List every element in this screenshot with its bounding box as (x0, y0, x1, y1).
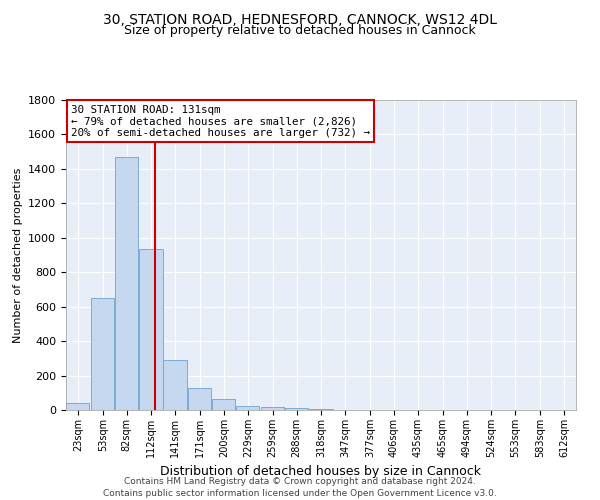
Bar (261, 408, 284, 410)
Bar (212, 399, 235, 410)
Text: Size of property relative to detached houses in Cannock: Size of property relative to detached ho… (124, 24, 476, 37)
Text: 30 STATION ROAD: 131sqm
← 79% of detached houses are smaller (2,826)
20% of semi: 30 STATION ROAD: 131sqm ← 79% of detache… (71, 104, 370, 138)
Text: 30, STATION ROAD, HEDNESFORD, CANNOCK, WS12 4DL: 30, STATION ROAD, HEDNESFORD, CANNOCK, W… (103, 12, 497, 26)
Bar (188, 388, 211, 410)
Bar (310, 409, 332, 410)
Bar (66, 403, 89, 410)
Bar (115, 157, 138, 410)
Text: Contains HM Land Registry data © Crown copyright and database right 2024.
Contai: Contains HM Land Registry data © Crown c… (103, 476, 497, 498)
Bar (284, 408, 308, 410)
Bar (91, 298, 114, 410)
X-axis label: Distribution of detached houses by size in Cannock: Distribution of detached houses by size … (161, 466, 482, 478)
Y-axis label: Number of detached properties: Number of detached properties (13, 168, 23, 342)
Bar (139, 249, 163, 410)
Bar (163, 360, 187, 410)
Bar (236, 406, 259, 410)
